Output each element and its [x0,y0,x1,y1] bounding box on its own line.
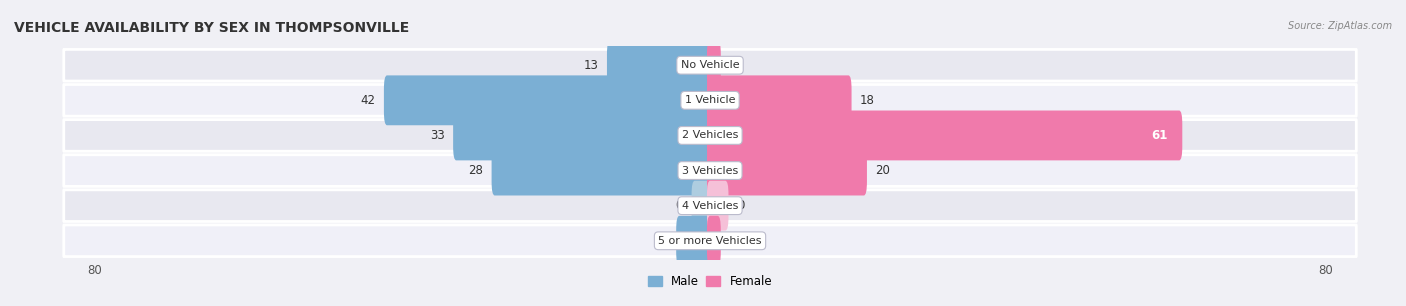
FancyBboxPatch shape [707,75,852,125]
FancyBboxPatch shape [384,75,713,125]
Text: 28: 28 [468,164,484,177]
Text: 4 Vehicles: 4 Vehicles [682,201,738,211]
Text: 5 or more Vehicles: 5 or more Vehicles [658,236,762,246]
Text: 33: 33 [430,129,444,142]
Text: VEHICLE AVAILABILITY BY SEX IN THOMPSONVILLE: VEHICLE AVAILABILITY BY SEX IN THOMPSONV… [14,21,409,35]
FancyBboxPatch shape [492,146,713,196]
FancyBboxPatch shape [707,40,721,90]
Text: 18: 18 [860,94,875,107]
FancyBboxPatch shape [692,181,713,231]
Text: 0: 0 [737,199,744,212]
FancyBboxPatch shape [607,40,713,90]
FancyBboxPatch shape [63,49,1357,81]
Text: 42: 42 [360,94,375,107]
FancyBboxPatch shape [63,155,1357,186]
FancyBboxPatch shape [63,120,1357,151]
Text: 2 Vehicles: 2 Vehicles [682,130,738,140]
Text: 0: 0 [676,199,683,212]
FancyBboxPatch shape [63,84,1357,116]
Text: 61: 61 [1152,129,1167,142]
FancyBboxPatch shape [63,190,1357,222]
FancyBboxPatch shape [707,216,721,266]
FancyBboxPatch shape [676,216,713,266]
Text: 4: 4 [661,234,668,247]
Text: Source: ZipAtlas.com: Source: ZipAtlas.com [1288,21,1392,32]
Text: 1: 1 [730,59,737,72]
Legend: Male, Female: Male, Female [643,270,778,293]
FancyBboxPatch shape [63,225,1357,257]
Text: No Vehicle: No Vehicle [681,60,740,70]
FancyBboxPatch shape [707,110,1182,160]
FancyBboxPatch shape [707,181,728,231]
Text: 1 Vehicle: 1 Vehicle [685,95,735,105]
Text: 13: 13 [583,59,599,72]
FancyBboxPatch shape [707,146,868,196]
FancyBboxPatch shape [453,110,713,160]
Text: 1: 1 [730,234,737,247]
Text: 3 Vehicles: 3 Vehicles [682,166,738,176]
Text: 20: 20 [876,164,890,177]
